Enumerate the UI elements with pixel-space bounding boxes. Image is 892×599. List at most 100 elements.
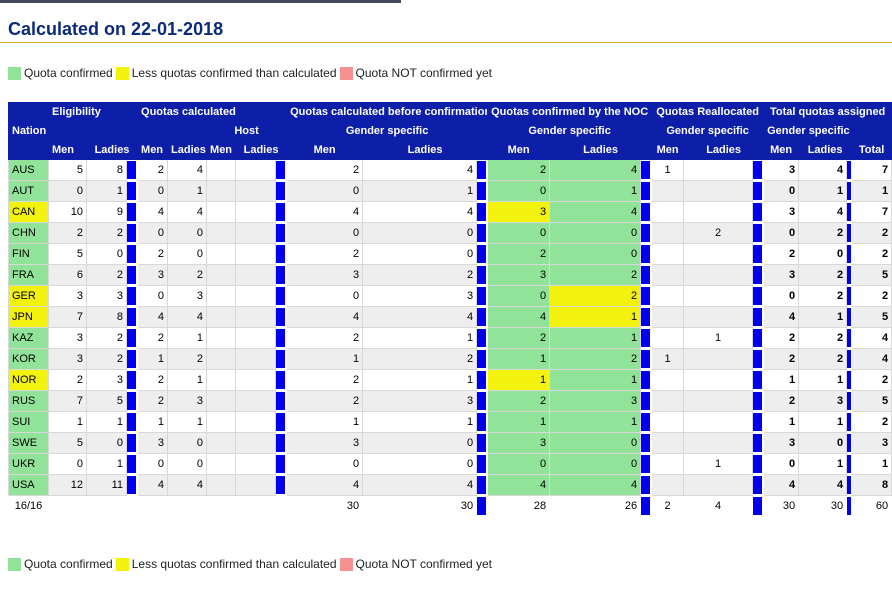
column-separator-1	[125, 159, 139, 181]
realloc-men-cell	[651, 369, 685, 391]
total-men-cell: 0	[763, 222, 800, 244]
elig-ladies-cell: 2	[86, 327, 127, 349]
before-ladies-cell: 2	[362, 264, 478, 286]
column-separator-3	[476, 348, 489, 370]
legend-bottom-label-not-confirmed: Quota NOT confirmed yet	[355, 557, 493, 571]
total-ladies-cell: 1	[798, 306, 848, 328]
table-row: NOR 2 3 2 1 2 1 1 1 1 1 2	[8, 369, 892, 391]
column-separator-4	[640, 243, 653, 265]
conf-men-cell: 3	[487, 201, 551, 223]
column-separator-4	[640, 222, 653, 244]
total-men-cell: 2	[763, 327, 800, 349]
before-ladies-cell: 4	[362, 474, 478, 496]
totals-separator-3	[752, 495, 765, 517]
before-ladies-cell: 3	[362, 285, 478, 307]
host-men-cell	[206, 222, 237, 244]
totals-realloc-men: 2	[651, 495, 685, 517]
nation-cell: FRA	[8, 264, 49, 286]
host-ladies-cell	[235, 306, 277, 328]
elig-ladies-cell: 3	[86, 285, 127, 307]
calc-men-cell: 2	[137, 159, 169, 181]
realloc-ladies-cell	[683, 264, 754, 286]
before-men-cell: 0	[286, 453, 364, 475]
total-cell: 5	[851, 264, 892, 286]
realloc-men-cell	[651, 285, 685, 307]
before-men-cell: 0	[286, 222, 364, 244]
column-separator-5	[752, 264, 765, 286]
calc-ladies-cell: 4	[167, 159, 208, 181]
title-rule	[0, 42, 892, 43]
column-separator-5	[752, 222, 765, 244]
column-separator-5	[752, 474, 765, 496]
elig-ladies-cell: 2	[86, 222, 127, 244]
elig-men-cell: 2	[48, 369, 87, 391]
legend-top: Quota confirmed Less quotas confirmed th…	[8, 66, 495, 80]
total-men-cell: 4	[763, 474, 800, 496]
conf-men-cell: 0	[487, 285, 551, 307]
nation-cell: AUS	[8, 159, 49, 181]
header-total-ladies: Ladies	[798, 140, 853, 160]
total-ladies-cell: 2	[798, 285, 848, 307]
total-cell: 7	[851, 201, 892, 223]
conf-men-cell: 2	[487, 159, 551, 181]
legend-bottom-label-confirmed: Quota confirmed	[24, 557, 113, 571]
calc-men-cell: 3	[137, 264, 169, 286]
column-separator-3	[476, 369, 489, 391]
conf-men-cell: 4	[487, 306, 551, 328]
elig-ladies-cell: 3	[86, 369, 127, 391]
before-men-cell: 2	[286, 327, 364, 349]
totals-empty-5	[167, 495, 208, 517]
header-host-men: Men	[206, 140, 237, 160]
column-separator-1	[125, 327, 139, 349]
total-cell: 4	[851, 327, 892, 349]
host-men-cell	[206, 201, 237, 223]
before-men-cell: 2	[286, 369, 364, 391]
table-row: UKR 0 1 0 0 0 0 0 0 1 0 1 1	[8, 453, 892, 475]
conf-men-cell: 1	[487, 369, 551, 391]
conf-men-cell: 2	[487, 327, 551, 349]
elig-men-cell: 3	[48, 285, 87, 307]
table-row: FRA 6 2 3 2 3 2 3 2 3 2 5	[8, 264, 892, 286]
host-men-cell	[206, 369, 237, 391]
header-host-ladies: Ladies	[235, 140, 288, 160]
column-separator-5	[752, 411, 765, 433]
elig-ladies-cell: 9	[86, 201, 127, 223]
nation-cell: KAZ	[8, 327, 49, 349]
elig-men-cell: 3	[48, 327, 87, 349]
column-separator-2	[275, 411, 288, 433]
column-separator-4	[640, 285, 653, 307]
realloc-men-cell	[651, 390, 685, 412]
before-ladies-cell: 0	[362, 243, 478, 265]
totals-before-ladies: 30	[362, 495, 478, 517]
column-separator-4	[640, 432, 653, 454]
totals-empty-7	[235, 495, 277, 517]
legend-label-not-confirmed: Quota NOT confirmed yet	[355, 66, 493, 80]
calc-ladies-cell: 0	[167, 453, 208, 475]
total-men-cell: 1	[763, 369, 800, 391]
conf-men-cell: 1	[487, 348, 551, 370]
total-men-cell: 2	[763, 243, 800, 265]
header-before-confirmation: Quotas calculated before confirmation	[286, 102, 489, 122]
host-ladies-cell	[235, 453, 277, 475]
before-men-cell: 2	[286, 390, 364, 412]
elig-ladies-cell: 0	[86, 432, 127, 454]
host-men-cell	[206, 159, 237, 181]
column-separator-5	[752, 285, 765, 307]
elig-ladies-cell: 0	[86, 243, 127, 265]
column-separator-3	[476, 159, 489, 181]
realloc-men-cell	[651, 180, 685, 202]
conf-men-cell: 3	[487, 432, 551, 454]
column-separator-2	[275, 201, 288, 223]
host-men-cell	[206, 264, 237, 286]
legend-bottom-swatch-less	[115, 557, 129, 571]
total-ladies-cell: 1	[798, 453, 848, 475]
conf-men-cell: 3	[487, 264, 551, 286]
realloc-men-cell	[651, 201, 685, 223]
column-separator-3	[476, 411, 489, 433]
host-ladies-cell	[235, 369, 277, 391]
before-ladies-cell: 1	[362, 180, 478, 202]
total-cell: 1	[851, 453, 892, 475]
total-men-cell: 4	[763, 306, 800, 328]
before-men-cell: 4	[286, 306, 364, 328]
total-ladies-cell: 0	[798, 243, 848, 265]
